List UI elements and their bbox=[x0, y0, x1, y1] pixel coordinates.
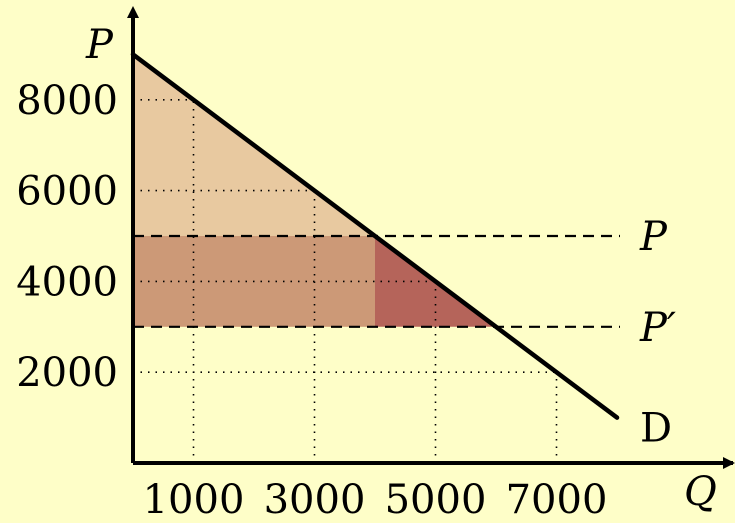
y-tick-label: 8000 bbox=[16, 78, 118, 124]
y-axis-arrow bbox=[127, 6, 139, 18]
y-axis-label: P bbox=[85, 22, 114, 68]
demand-label: D bbox=[640, 406, 672, 452]
labels: P Q bbox=[85, 22, 717, 515]
x-tick-label: 7000 bbox=[506, 477, 608, 523]
y-tick-label: 2000 bbox=[16, 350, 118, 396]
x-axis-label: Q bbox=[684, 469, 717, 515]
axes bbox=[127, 6, 735, 469]
demand-curve: D bbox=[130, 52, 672, 452]
demand-line bbox=[130, 52, 620, 420]
price-lines: P P′ bbox=[133, 214, 676, 351]
y-tick-label: 4000 bbox=[16, 259, 118, 305]
gridlines bbox=[133, 99, 558, 463]
x-axis-arrow bbox=[723, 457, 735, 469]
tick-labels: 2000 4000 6000 8000 1000 3000 5000 7000 bbox=[16, 78, 607, 523]
x-tick-label: 1000 bbox=[143, 477, 245, 523]
x-tick-label: 5000 bbox=[385, 477, 487, 523]
y-tick-label: 6000 bbox=[16, 169, 118, 215]
x-tick-label: 3000 bbox=[264, 477, 366, 523]
price-line-label: P bbox=[639, 214, 668, 260]
price-line-label: P′ bbox=[639, 305, 676, 351]
